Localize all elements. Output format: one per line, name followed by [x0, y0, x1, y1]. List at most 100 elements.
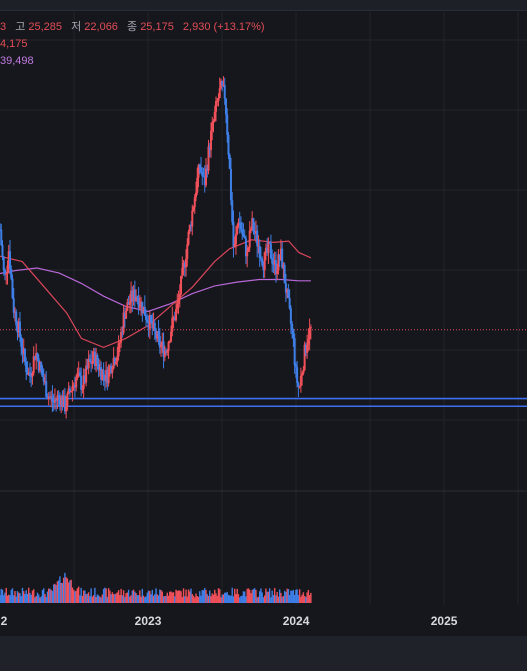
- volume-bar: [310, 592, 312, 603]
- candle-body: [304, 344, 307, 353]
- volume-bar: [205, 590, 207, 603]
- volume-bar: [202, 590, 205, 603]
- volume-bar: [86, 593, 89, 603]
- candle-body: [209, 130, 212, 150]
- volume-bar: [204, 587, 206, 603]
- candle-body: [249, 229, 252, 231]
- candle-body: [7, 251, 10, 266]
- candle-body: [152, 322, 155, 329]
- candle-body: [308, 328, 311, 340]
- volume-bar: [26, 593, 29, 603]
- volume-bar: [206, 594, 208, 603]
- candle-body: [272, 263, 275, 265]
- candle-body: [98, 367, 101, 371]
- volume-bar: [199, 591, 201, 603]
- ohlc-readout: 3 고 25,285 저 22,066 종 25,175 2,930 (+13.…: [0, 20, 265, 33]
- volume-bar: [59, 576, 61, 603]
- x-tick-label: 2023: [135, 614, 162, 628]
- volume-bar: [300, 596, 302, 603]
- volume-bar: [50, 589, 52, 603]
- candle-body: [232, 221, 235, 247]
- volume-bar: [182, 588, 185, 603]
- candle-body: [186, 244, 189, 259]
- candle-body: [63, 395, 66, 412]
- volume-bar: [296, 589, 298, 603]
- volume-bar: [197, 596, 200, 603]
- candle-body: [296, 367, 299, 384]
- volume-bar: [10, 589, 12, 603]
- volume-bar: [157, 595, 160, 603]
- volume-bar: [209, 590, 211, 603]
- price-chart[interactable]: 2 2023 2024 2025 3 고 25,285 저 22,066 종 25,1…: [0, 0, 527, 636]
- volume-bar: [169, 591, 171, 603]
- change-value: 2,930 (+13.17%): [183, 21, 265, 33]
- candle-body: [202, 175, 205, 177]
- volume-bar: [227, 594, 230, 603]
- candle-body: [166, 351, 169, 353]
- volume-bar: [18, 592, 20, 603]
- candle-body: [241, 229, 244, 234]
- candle-body: [236, 226, 239, 235]
- volume-bar: [140, 596, 142, 603]
- volume-bar: [65, 577, 67, 603]
- volume-bar: [214, 589, 216, 603]
- candle-body: [238, 222, 241, 224]
- volume-bar: [236, 588, 238, 603]
- candle-body: [133, 289, 136, 301]
- candle-body: [106, 370, 109, 384]
- candle-body: [191, 210, 194, 227]
- volume-bar: [79, 595, 81, 603]
- volume-bar: [246, 588, 248, 603]
- candle-body: [218, 88, 221, 99]
- candle-body: [30, 376, 33, 378]
- volume-bar: [258, 591, 261, 603]
- candle-body: [118, 342, 121, 344]
- volume-bar: [260, 588, 262, 603]
- candle-body: [23, 348, 26, 362]
- volume-bar: [270, 597, 272, 603]
- volume-bar: [51, 590, 54, 603]
- candle-body: [252, 218, 255, 232]
- candle-body: [113, 357, 116, 365]
- volume-bar: [155, 588, 157, 603]
- candle-body: [76, 373, 79, 378]
- candle-body: [122, 312, 125, 333]
- volume-bar: [234, 588, 236, 603]
- candle-body: [286, 289, 289, 293]
- volume-bar: [45, 596, 47, 603]
- candle-body: [281, 248, 284, 268]
- top-toolbar-strip: [0, 0, 527, 11]
- volume-bar: [190, 588, 192, 603]
- candle-body: [299, 375, 302, 386]
- volume-bar: [75, 590, 77, 603]
- candle-body: [283, 264, 286, 284]
- candle-body: [150, 315, 153, 323]
- volume-bar: [74, 591, 76, 603]
- candle-body: [277, 254, 280, 271]
- candle-body: [25, 361, 28, 373]
- candle-body: [123, 312, 126, 319]
- volume-bar: [110, 594, 112, 603]
- volume-bar: [212, 594, 215, 603]
- candle-body: [306, 344, 309, 353]
- volume-bar: [262, 597, 265, 603]
- candle-body: [40, 362, 43, 370]
- volume-bar: [251, 590, 253, 603]
- volume-bar: [301, 594, 303, 603]
- candle-body: [3, 269, 6, 274]
- volume-bar: [47, 588, 50, 603]
- candle-body: [11, 278, 14, 299]
- candle-body: [228, 154, 231, 169]
- volume-bar: [41, 590, 44, 603]
- candle-body: [193, 197, 196, 208]
- volume-bar: [106, 596, 109, 603]
- volume-bar: [19, 593, 21, 603]
- candle-body: [112, 357, 115, 369]
- close-value: 25,175: [140, 21, 174, 33]
- candle-body: [307, 339, 310, 345]
- volume-bar: [176, 590, 178, 603]
- volume-bar: [116, 592, 119, 603]
- volume-bar: [21, 587, 24, 603]
- volume-bar: [191, 594, 193, 603]
- candle-body: [147, 322, 150, 329]
